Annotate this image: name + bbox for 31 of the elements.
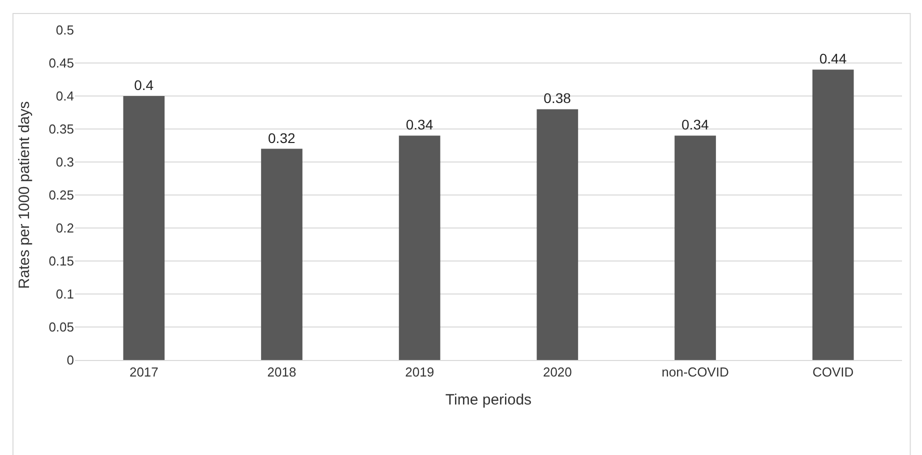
- y-tick-label: 0.15: [48, 254, 74, 269]
- y-tick-label: 0.25: [48, 188, 74, 203]
- data-label: 0.4: [134, 77, 154, 93]
- y-tick-label: 0.3: [56, 154, 74, 170]
- data-label: 0.38: [544, 90, 572, 106]
- data-label: 0.34: [406, 116, 434, 133]
- data-label: 0.32: [268, 130, 296, 146]
- x-tick-label: 2018: [267, 364, 296, 380]
- x-tick-label: 2017: [129, 364, 158, 380]
- y-tick-label: 0.4: [56, 88, 74, 104]
- bar: [812, 70, 854, 360]
- bar: [674, 136, 716, 360]
- x-tick-label: COVID: [812, 364, 854, 380]
- bar: [398, 136, 440, 360]
- y-tick-label: 0: [66, 352, 74, 368]
- y-tick-label: 0.2: [56, 220, 74, 236]
- y-tick-label: 0.1: [56, 286, 74, 302]
- y-tick-label: 0.35: [48, 122, 74, 137]
- x-tick-label: 2019: [405, 364, 434, 380]
- bar: [261, 148, 302, 360]
- bar: [123, 96, 165, 360]
- x-axis-title: Time periods: [445, 392, 532, 409]
- data-label: 0.44: [819, 50, 847, 67]
- x-tick-label: non-COVID: [662, 364, 729, 380]
- y-tick-label: 0.45: [48, 56, 74, 71]
- y-axis-title: Rates per 1000 patient days: [16, 101, 33, 289]
- bar: [536, 109, 578, 360]
- y-tick-label: 0.5: [56, 22, 74, 38]
- data-label: 0.34: [682, 116, 709, 133]
- y-tick-label: 0.05: [48, 320, 74, 335]
- x-tick-label: 2020: [542, 364, 572, 380]
